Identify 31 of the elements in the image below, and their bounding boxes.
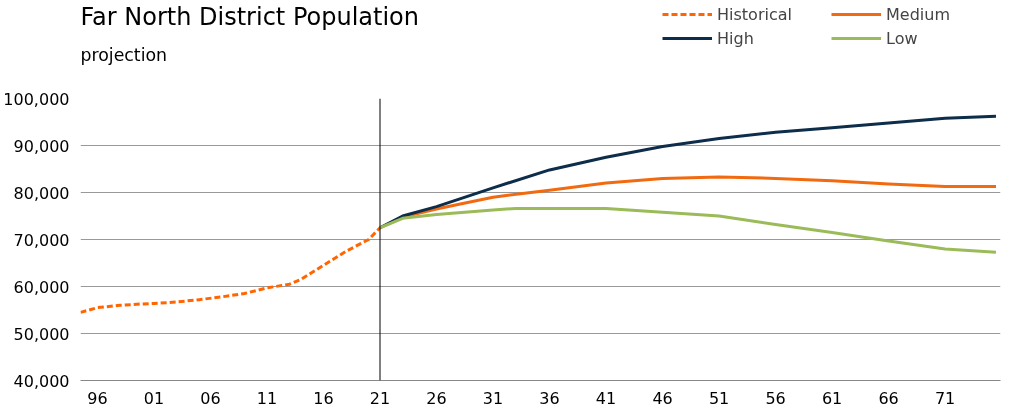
line-series	[80, 226, 382, 314]
x-tick-label: 71	[934, 388, 956, 408]
y-tick-label: 80,000	[13, 183, 70, 203]
x-tick-label: 51	[708, 388, 730, 408]
y-tick-label: 50,000	[13, 324, 70, 344]
y-tick-label: 90,000	[13, 136, 70, 156]
legend-label: Historical	[717, 4, 793, 24]
x-tick-label: 36	[539, 388, 560, 408]
x-tick-label: 41	[595, 388, 617, 408]
y-tick-label: 60,000	[13, 277, 70, 297]
legend-label: High	[717, 28, 755, 48]
x-tick-label: 96	[87, 388, 108, 408]
y-tick-label: 100,000	[3, 89, 70, 109]
x-tick-label: 31	[482, 388, 504, 408]
x-tick-label: 61	[821, 388, 843, 408]
x-tick-label: 01	[143, 388, 165, 408]
chart-subtitle: projection	[80, 44, 168, 65]
legend-label: Medium	[886, 4, 951, 24]
chart-title: Far North District Population	[80, 3, 419, 32]
x-tick-label: 46	[652, 388, 673, 408]
x-tick-label: 26	[426, 388, 447, 408]
x-tick-label: 16	[313, 388, 334, 408]
x-tick-label: 11	[256, 388, 278, 408]
x-tick-label: 06	[200, 388, 221, 408]
x-tick-label: 66	[878, 388, 899, 408]
y-tick-label: 70,000	[13, 230, 70, 250]
line-series	[378, 206, 998, 254]
x-tick-label: 21	[369, 388, 391, 408]
legend-label: Low	[886, 28, 919, 48]
x-tick-label: 56	[765, 388, 786, 408]
y-tick-label: 40,000	[13, 371, 70, 391]
